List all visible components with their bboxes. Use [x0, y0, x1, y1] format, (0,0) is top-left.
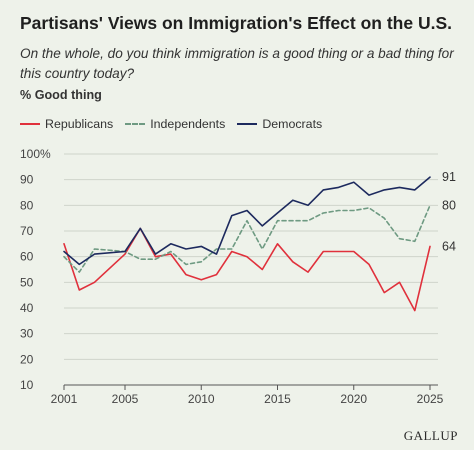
series-line-independents: [63, 204, 431, 273]
series-line-democrats: [63, 176, 431, 266]
legend-swatch-democrats: [237, 123, 258, 125]
legend: Republicans Independents Democrats: [20, 117, 334, 131]
legend-swatch-republicans: [20, 123, 40, 125]
y-tick-label-40: 40: [20, 301, 34, 315]
y-tick-label-80: 80: [20, 198, 34, 212]
x-tick-label-2001: 2001: [51, 392, 78, 406]
legend-label-democrats: Democrats: [262, 117, 323, 131]
legend-item-democrats: Democrats: [237, 117, 322, 131]
measure-label: % Good thing: [20, 88, 102, 102]
legend-label-republicans: Republicans: [45, 117, 114, 131]
gallup-logo: GALLUP: [403, 428, 458, 443]
legend-swatch-independents: [125, 123, 146, 125]
legend-item-independents: Independents: [125, 117, 225, 131]
end-label-democrats: 91: [442, 170, 456, 184]
y-tick-label-50: 50: [20, 275, 34, 289]
x-tick-label-2015: 2015: [264, 392, 291, 406]
legend-item-republicans: Republicans: [20, 117, 113, 131]
y-tick-label-10: 10: [20, 378, 34, 392]
legend-label-independents: Independents: [150, 117, 226, 131]
series-line-republicans: [63, 227, 431, 312]
x-tick-label-2025: 2025: [417, 392, 444, 406]
y-tick-label-100: 100%: [20, 147, 51, 161]
y-tick-label-70: 70: [20, 224, 34, 238]
y-tick-label-20: 20: [20, 352, 34, 366]
end-label-independents: 80: [442, 198, 456, 212]
y-tick-label-90: 90: [20, 173, 34, 187]
end-label-republicans: 64: [442, 239, 456, 253]
chart-subtitle: On the whole, do you think immigration i…: [20, 46, 454, 81]
x-tick-label-2005: 2005: [112, 392, 139, 406]
x-tick-label-2020: 2020: [340, 392, 367, 406]
chart-title: Partisans' Views on Immigration's Effect…: [20, 13, 452, 33]
y-tick-label-60: 60: [20, 250, 34, 264]
y-tick-label-30: 30: [20, 327, 34, 341]
x-tick-label-2010: 2010: [188, 392, 215, 406]
